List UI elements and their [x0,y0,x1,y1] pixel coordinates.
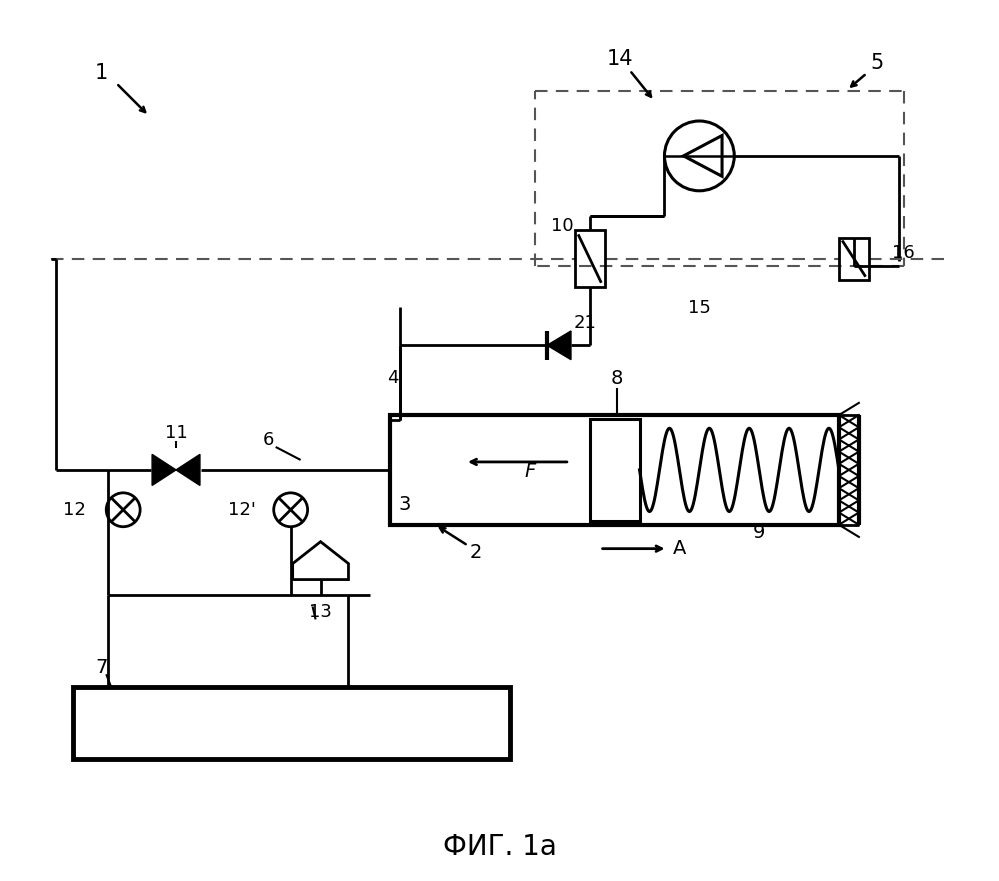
Text: 4: 4 [387,369,398,387]
Bar [391,415,839,525]
Text: 8: 8 [610,368,622,388]
Text: ФИГ. 1a: ФИГ. 1a [444,833,556,861]
Text: 12: 12 [63,500,86,519]
Text: 5: 5 [870,53,883,73]
Text: 6: 6 [263,431,275,449]
Text: 7: 7 [95,658,108,677]
Bar [73,687,509,759]
Text: 12': 12' [228,500,256,519]
Bar [574,230,604,287]
Polygon shape [152,455,176,485]
Text: 10: 10 [551,217,574,234]
Text: 2: 2 [470,544,483,562]
Text: 3: 3 [399,495,411,515]
Text: 14: 14 [606,49,633,70]
Text: 9: 9 [753,523,765,542]
Text: 11: 11 [165,424,188,442]
Text: 13: 13 [309,603,332,621]
Text: F: F [524,463,535,481]
Bar [839,238,869,279]
Polygon shape [176,455,200,485]
Polygon shape [547,331,571,359]
Text: A: A [672,539,686,559]
Text: 21: 21 [573,315,596,332]
Bar [589,419,639,521]
Text: 16: 16 [892,243,914,262]
Text: 1: 1 [95,63,108,83]
Text: 15: 15 [688,300,711,317]
